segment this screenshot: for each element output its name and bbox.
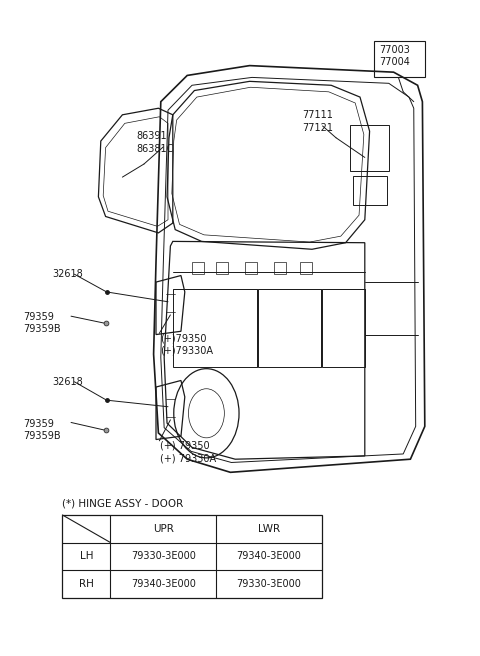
- Text: 79340-3E000: 79340-3E000: [236, 551, 301, 562]
- Text: 79330-3E000: 79330-3E000: [236, 579, 301, 589]
- Text: LH: LH: [80, 551, 93, 562]
- Bar: [374, 41, 425, 77]
- Bar: [192, 262, 204, 274]
- Text: (*) HINGE ASSY - DOOR: (*) HINGE ASSY - DOOR: [62, 499, 184, 508]
- Text: 77003
77004: 77003 77004: [379, 45, 410, 67]
- Text: (+) 79350
(+) 79330A: (+) 79350 (+) 79330A: [160, 441, 216, 463]
- Bar: [353, 176, 387, 205]
- Text: 79330-3E000: 79330-3E000: [131, 551, 196, 562]
- Text: RH: RH: [79, 579, 94, 589]
- Bar: [173, 289, 257, 367]
- Bar: [245, 262, 257, 274]
- Text: 79359
79359B: 79359 79359B: [23, 312, 60, 334]
- Text: 86391
86381C: 86391 86381C: [137, 131, 174, 154]
- Text: 32618: 32618: [52, 269, 83, 279]
- Text: 32618: 32618: [52, 377, 83, 387]
- Text: 77111
77121: 77111 77121: [302, 110, 334, 133]
- Text: 79359
79359B: 79359 79359B: [23, 419, 60, 441]
- Text: (+)79350
(+)79330A: (+)79350 (+)79330A: [160, 333, 213, 356]
- Text: LWR: LWR: [258, 523, 280, 534]
- Bar: [62, 515, 322, 598]
- Bar: [274, 262, 286, 274]
- Bar: [322, 289, 365, 367]
- Bar: [300, 262, 312, 274]
- Text: UPR: UPR: [153, 523, 174, 534]
- Bar: [350, 125, 389, 171]
- Bar: [258, 289, 321, 367]
- Bar: [216, 262, 228, 274]
- Text: 79340-3E000: 79340-3E000: [131, 579, 196, 589]
